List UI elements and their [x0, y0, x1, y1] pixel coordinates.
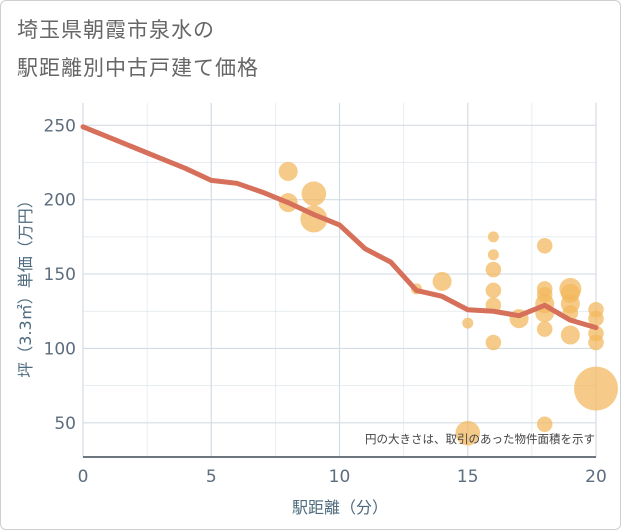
x-tick-label: 15	[457, 467, 479, 487]
bubble-point	[462, 317, 474, 329]
y-axis-label: 坪（3.3㎡）単価（万円）	[16, 192, 35, 377]
bubble-point	[560, 325, 580, 345]
bubble-point	[301, 181, 327, 207]
bubble-point	[487, 249, 499, 261]
bubble-point	[278, 161, 298, 181]
x-tick-label: 10	[329, 467, 351, 487]
bubble-point	[432, 271, 452, 292]
bubble-point	[455, 420, 481, 446]
bubble-point	[536, 321, 553, 337]
bubble-point	[574, 366, 618, 411]
bubble-point	[536, 238, 553, 254]
y-tick-label: 100	[44, 339, 76, 359]
x-tick-label: 5	[206, 467, 217, 487]
y-tick-label: 200	[44, 191, 76, 211]
x-axis-label: 駅距離（分）	[292, 498, 388, 517]
bubble-point	[588, 334, 604, 351]
chart-title-line1: 埼玉県朝霞市泉水の	[17, 18, 215, 42]
bubble-point	[536, 416, 553, 433]
chart-title-line2: 駅距離別中古戸建て価格	[17, 56, 259, 80]
size-legend-note: 円の大きさは、取引のあった物件面積を示す	[365, 432, 595, 446]
y-tick-label: 150	[44, 265, 76, 285]
average-price-line	[80, 124, 599, 331]
y-tick-label: 250	[44, 116, 76, 136]
axis-ticks: 50 100 150 200 250 0 5 10 15 20	[44, 116, 607, 487]
bubble-point	[485, 261, 502, 278]
average-line-series	[80, 124, 599, 331]
bubble-series	[278, 161, 618, 446]
bubble-point	[485, 334, 502, 351]
y-tick-label: 50	[54, 414, 76, 434]
x-tick-label: 0	[78, 467, 89, 487]
bubble-point	[588, 310, 604, 327]
bubble-point	[485, 282, 502, 299]
bubble-point	[487, 231, 499, 243]
x-tick-label: 20	[585, 467, 607, 487]
